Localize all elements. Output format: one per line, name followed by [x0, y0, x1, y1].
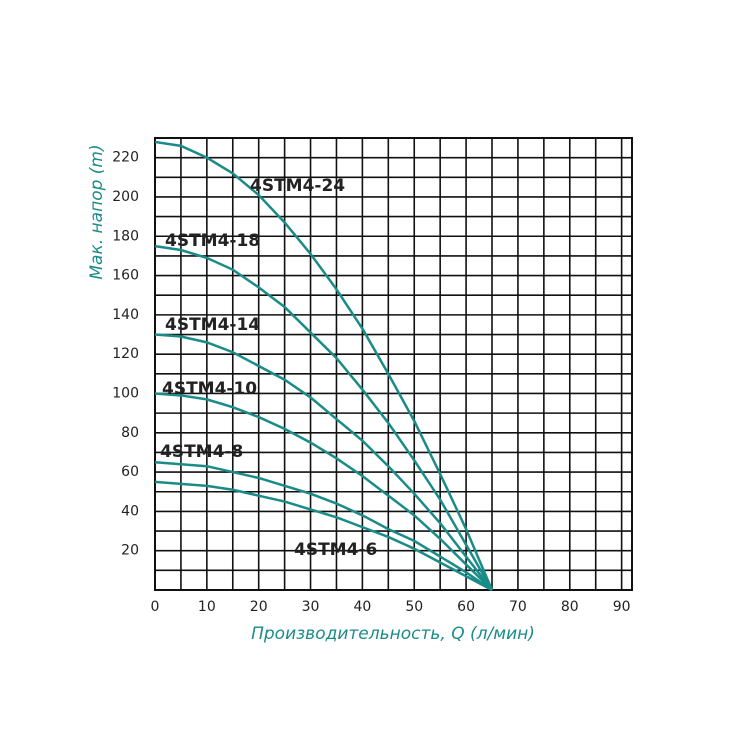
x-tick-label: 20 [250, 599, 268, 615]
y-tick-label: 20 [121, 543, 139, 559]
x-tick-label: 90 [613, 599, 631, 615]
y-axis-title: Мак. напор (m) [87, 144, 107, 279]
y-tick-label: 160 [112, 268, 139, 284]
curve [154, 392, 493, 591]
y-tick-label: 60 [121, 464, 139, 480]
curve [154, 244, 494, 591]
y-tick-label: 120 [112, 346, 139, 362]
y-tick-label: 200 [112, 189, 139, 205]
curve [154, 333, 493, 591]
curve-label: 4STM4-14 [165, 315, 260, 335]
x-tick-label: 60 [457, 599, 475, 615]
curve [154, 140, 494, 591]
x-tick-label: 10 [198, 599, 216, 615]
x-tick-label: 50 [405, 599, 423, 615]
curve-label: 4STM4-8 [160, 442, 243, 462]
x-tick-label: 70 [509, 599, 527, 615]
curve-label: 4STM4-6 [294, 540, 377, 560]
curve [154, 480, 493, 592]
y-tick-label: 80 [121, 425, 139, 441]
y-tick-label: 140 [112, 307, 139, 323]
y-tick-label: 40 [121, 503, 139, 519]
curve [154, 461, 493, 592]
curve-label: 4STM4-10 [162, 379, 257, 399]
y-tick-label: 220 [112, 150, 139, 166]
curve-label: 4STM4-18 [165, 231, 260, 251]
y-tick-label: 100 [112, 385, 139, 401]
y-tick-label: 180 [112, 228, 139, 244]
x-axis-title: Производительность, Q (л/мин) [251, 624, 535, 644]
x-tick-label: 0 [151, 599, 160, 615]
x-tick-label: 30 [302, 599, 320, 615]
x-tick-label: 40 [353, 599, 371, 615]
plot-frame [154, 137, 633, 591]
curve-label: 4STM4-24 [250, 176, 345, 196]
x-tick-label: 80 [561, 599, 579, 615]
